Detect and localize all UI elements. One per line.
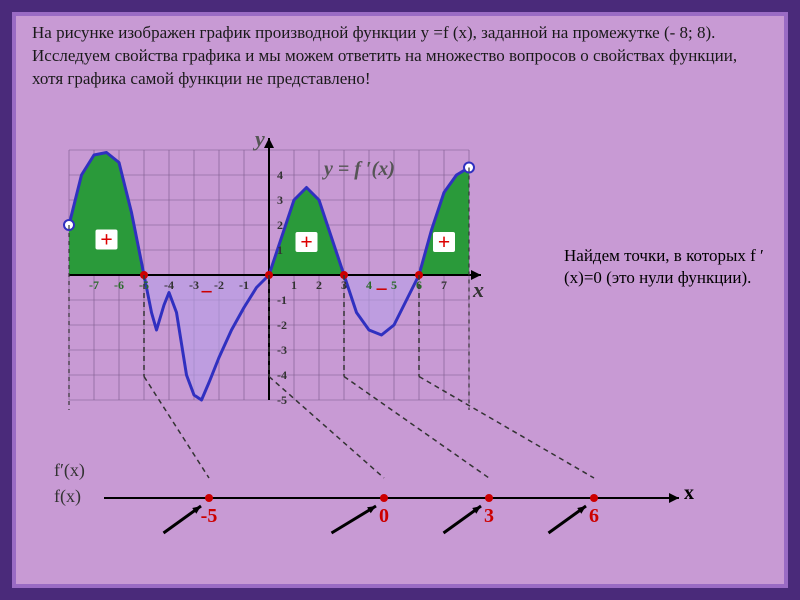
- svg-text:-4: -4: [277, 368, 287, 382]
- svg-text:3: 3: [341, 278, 347, 292]
- svg-text:3: 3: [277, 193, 283, 207]
- svg-text:-5: -5: [201, 505, 218, 527]
- svg-text:7: 7: [441, 278, 447, 292]
- svg-text:−: −: [200, 279, 213, 304]
- number-line-area: f′(x) f(x) -5 0 3 6 x: [54, 460, 754, 590]
- fx-label: f(x): [54, 486, 81, 507]
- svg-text:x: x: [472, 277, 484, 302]
- svg-text:-1: -1: [239, 278, 249, 292]
- svg-text:4: 4: [277, 168, 283, 182]
- title-text: На рисунке изображен график производной …: [24, 20, 776, 97]
- svg-text:1: 1: [277, 243, 283, 257]
- svg-text:-5: -5: [139, 278, 149, 292]
- svg-text:y: y: [252, 126, 265, 151]
- svg-text:-2: -2: [214, 278, 224, 292]
- svg-text:-5: -5: [277, 393, 287, 407]
- svg-text:0: 0: [379, 505, 389, 527]
- svg-text:6: 6: [416, 278, 422, 292]
- svg-text:2: 2: [277, 218, 283, 232]
- fprime-label: f′(x): [54, 460, 85, 481]
- svg-text:-6: -6: [114, 278, 124, 292]
- svg-text:+: +: [300, 229, 313, 254]
- x-axis-label-bottom: x: [684, 482, 694, 505]
- svg-text:+: +: [438, 229, 451, 254]
- svg-text:-1: -1: [277, 293, 287, 307]
- svg-text:3: 3: [484, 505, 494, 527]
- svg-text:-3: -3: [189, 278, 199, 292]
- svg-text:+: +: [100, 227, 113, 252]
- svg-text:5: 5: [391, 278, 397, 292]
- svg-text:-3: -3: [277, 343, 287, 357]
- side-note: Найдем точки, в которых f ′(x)=0 (это ну…: [564, 245, 784, 289]
- svg-text:1: 1: [291, 278, 297, 292]
- svg-text:6: 6: [589, 505, 599, 527]
- svg-text:-4: -4: [164, 278, 174, 292]
- svg-text:y = f ′(x): y = f ′(x): [322, 158, 395, 180]
- svg-text:−: −: [375, 277, 388, 302]
- derivative-chart: -7-6-5-4-3-2-11234567-5-4-3-2-11234yxy =…: [69, 150, 539, 410]
- svg-text:4: 4: [366, 278, 372, 292]
- svg-text:2: 2: [316, 278, 322, 292]
- svg-text:-2: -2: [277, 318, 287, 332]
- svg-text:-7: -7: [89, 278, 99, 292]
